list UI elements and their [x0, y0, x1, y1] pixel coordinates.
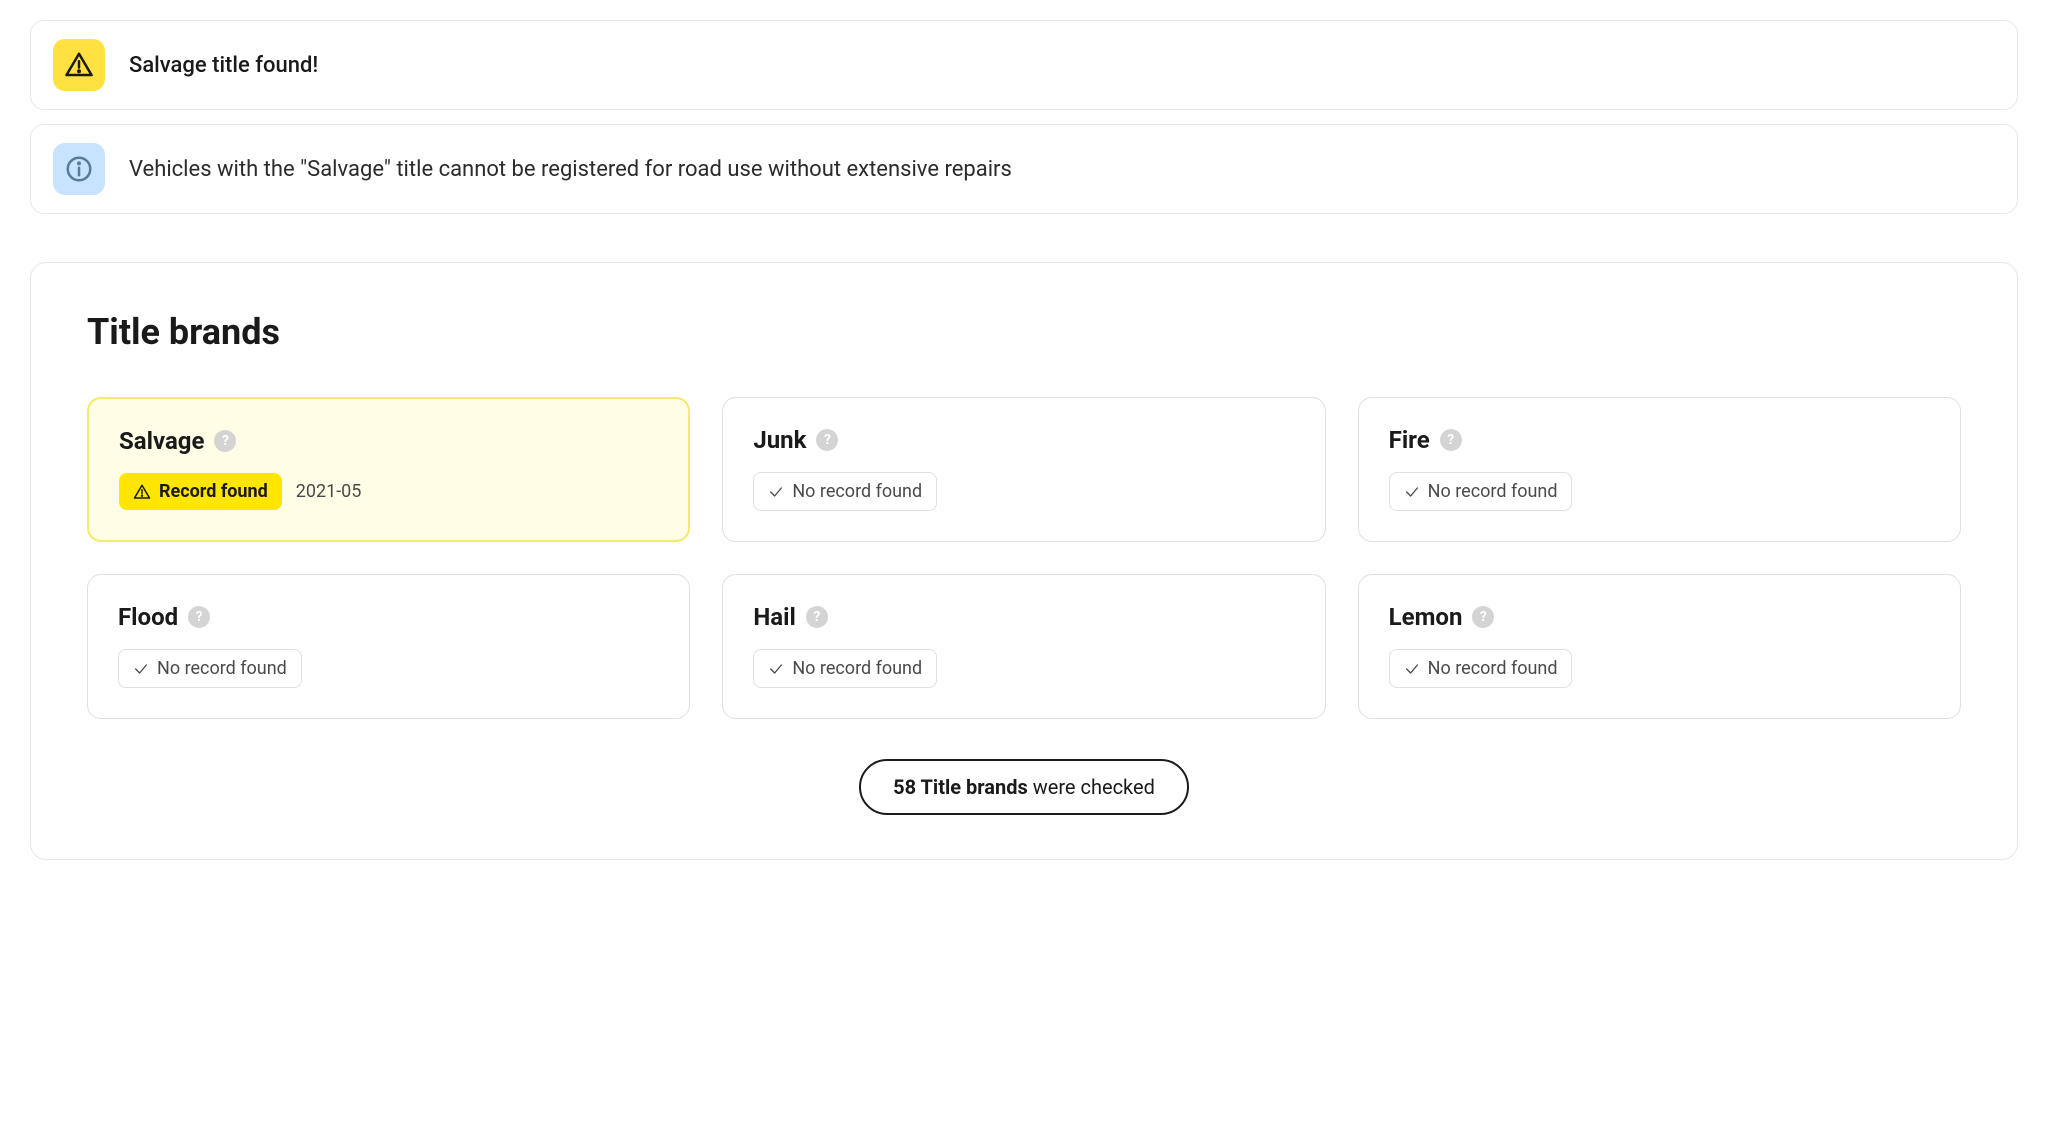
summary-label-bold: Title brands: [921, 775, 1028, 799]
alert-info-text: Vehicles with the "Salvage" title cannot…: [129, 157, 1012, 182]
check-icon: [1404, 661, 1420, 677]
help-icon[interactable]: ?: [806, 606, 828, 628]
brand-header: Fire?: [1389, 426, 1930, 454]
brand-card-hail: Hail? No record found: [722, 574, 1325, 719]
title-brands-section: Title brands Salvage? Record found 2021-05…: [30, 262, 2018, 860]
badge-label: No record found: [1428, 658, 1558, 679]
warning-triangle-icon: [133, 483, 151, 501]
brand-grid: Salvage? Record found 2021-05 Junk? No recor…: [87, 397, 1961, 719]
summary-label-rest: were checked: [1033, 775, 1155, 799]
brand-name: Flood: [118, 603, 178, 631]
brand-status-row: No record found: [753, 649, 1294, 688]
brand-status-row: No record found: [1389, 472, 1930, 511]
help-icon[interactable]: ?: [188, 606, 210, 628]
brand-name: Salvage: [119, 427, 204, 455]
brand-status-row: No record found: [1389, 649, 1930, 688]
info-icon: [53, 143, 105, 195]
record-date: 2021-05: [296, 481, 362, 502]
record-found-badge: Record found: [119, 473, 282, 510]
check-icon: [133, 661, 149, 677]
brand-name: Fire: [1389, 426, 1430, 454]
alert-info: Vehicles with the "Salvage" title cannot…: [30, 124, 2018, 214]
help-icon[interactable]: ?: [1440, 429, 1462, 451]
brand-status-row: No record found: [118, 649, 659, 688]
brand-card-junk: Junk? No record found: [722, 397, 1325, 542]
brand-name: Hail: [753, 603, 796, 631]
summary-count: 58: [893, 775, 916, 799]
brand-header: Hail?: [753, 603, 1294, 631]
badge-label: No record found: [792, 658, 922, 679]
brand-header: Lemon?: [1389, 603, 1930, 631]
brand-status-row: Record found 2021-05: [119, 473, 658, 510]
help-icon[interactable]: ?: [1472, 606, 1494, 628]
brand-header: Flood?: [118, 603, 659, 631]
check-icon: [768, 484, 784, 500]
brand-header: Salvage?: [119, 427, 658, 455]
brand-card-flood: Flood? No record found: [87, 574, 690, 719]
badge-label: Record found: [159, 481, 268, 502]
brand-name: Lemon: [1389, 603, 1463, 631]
alert-warning-text: Salvage title found!: [129, 53, 318, 78]
brand-card-lemon: Lemon? No record found: [1358, 574, 1961, 719]
brand-header: Junk?: [753, 426, 1294, 454]
check-icon: [1404, 484, 1420, 500]
badge-label: No record found: [792, 481, 922, 502]
no-record-badge: No record found: [118, 649, 302, 688]
alert-warning: Salvage title found!: [30, 20, 2018, 110]
no-record-badge: No record found: [753, 472, 937, 511]
no-record-badge: No record found: [1389, 649, 1573, 688]
brand-card-fire: Fire? No record found: [1358, 397, 1961, 542]
check-icon: [768, 661, 784, 677]
help-icon[interactable]: ?: [214, 430, 236, 452]
summary-pill: 58 Title brands were checked: [859, 759, 1189, 815]
badge-label: No record found: [157, 658, 287, 679]
badge-label: No record found: [1428, 481, 1558, 502]
section-title: Title brands: [87, 311, 1961, 353]
no-record-badge: No record found: [1389, 472, 1573, 511]
brand-name: Junk: [753, 426, 806, 454]
brand-card-salvage: Salvage? Record found 2021-05: [87, 397, 690, 542]
no-record-badge: No record found: [753, 649, 937, 688]
help-icon[interactable]: ?: [816, 429, 838, 451]
warning-icon: [53, 39, 105, 91]
brand-status-row: No record found: [753, 472, 1294, 511]
